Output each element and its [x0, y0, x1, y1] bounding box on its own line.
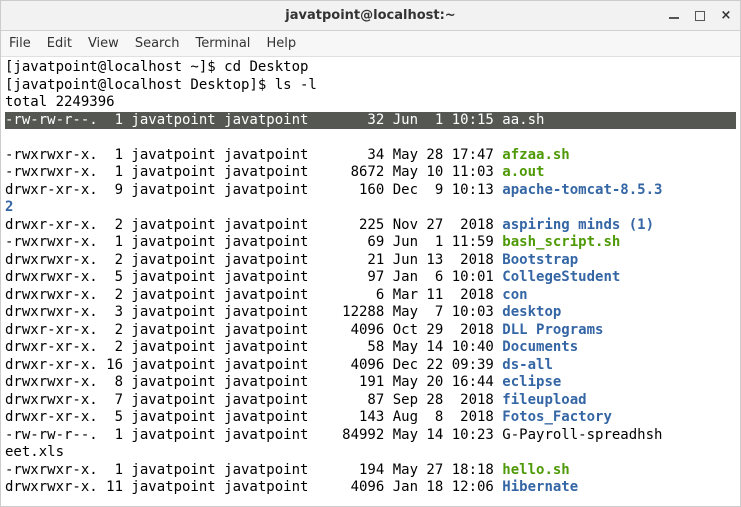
ls-row: drwxrwxr-x. 5 javatpoint javatpoint 97 J… [5, 269, 620, 285]
prompt-line: [javatpoint@localhost Desktop]$ ls -l [5, 77, 317, 93]
ls-row: -rwxrwxr-x. 1 javatpoint javatpoint 194 … [5, 462, 570, 478]
ls-row: drwxr-xr-x. 16 javatpoint javatpoint 409… [5, 357, 553, 373]
ls-row-highlighted: -rw-rw-r--. 1 javatpoint javatpoint 32 J… [5, 112, 736, 130]
ls-row: drwxr-xr-x. 2 javatpoint javatpoint 58 M… [5, 339, 578, 355]
total-line: total 2249396 [5, 94, 115, 110]
menu-view[interactable]: View [88, 36, 119, 51]
ls-row-wrap: eet.xls [5, 444, 64, 460]
window-controls: × [666, 1, 734, 30]
ls-row: drwxrwxr-x. 3 javatpoint javatpoint 1228… [5, 304, 561, 320]
ls-row: drwxrwxr-x. 7 javatpoint javatpoint 87 S… [5, 392, 587, 408]
ls-row: drwxrwxr-x. 2 javatpoint javatpoint 6 Ma… [5, 287, 528, 303]
menubar: File Edit View Search Terminal Help [1, 31, 740, 57]
menu-edit[interactable]: Edit [47, 36, 72, 51]
terminal-output[interactable]: [javatpoint@localhost ~]$ cd Desktop [ja… [1, 57, 740, 506]
menu-file[interactable]: File [9, 36, 31, 51]
minimize-button[interactable] [666, 8, 682, 24]
ls-row: drwxrwxr-x. 2 javatpoint javatpoint 21 J… [5, 252, 578, 268]
menu-terminal[interactable]: Terminal [195, 36, 250, 51]
ls-row: drwxr-xr-x. 5 javatpoint javatpoint 143 … [5, 409, 612, 425]
window-title: javatpoint@localhost:~ [285, 8, 455, 23]
ls-row: drwxr-xr-x. 9 javatpoint javatpoint 160 … [5, 182, 662, 198]
ls-row: -rw-rw-r--. 1 javatpoint javatpoint 8499… [5, 427, 662, 443]
ls-row: -rwxrwxr-x. 1 javatpoint javatpoint 8672… [5, 164, 544, 180]
ls-row: drwxr-xr-x. 2 javatpoint javatpoint 225 … [5, 217, 654, 233]
ls-row: -rwxrwxr-x. 1 javatpoint javatpoint 34 M… [5, 147, 570, 163]
ls-row-wrap: 2 [5, 199, 13, 215]
ls-row: -rwxrwxr-x. 1 javatpoint javatpoint 69 J… [5, 234, 620, 250]
menu-help[interactable]: Help [266, 36, 296, 51]
titlebar: javatpoint@localhost:~ × [1, 1, 740, 31]
prompt-line: [javatpoint@localhost ~]$ cd Desktop [5, 59, 308, 75]
maximize-button[interactable] [692, 8, 708, 24]
close-button[interactable]: × [718, 8, 734, 24]
ls-row: drwxr-xr-x. 2 javatpoint javatpoint 4096… [5, 322, 603, 338]
menu-search[interactable]: Search [135, 36, 180, 51]
ls-row: drwxrwxr-x. 11 javatpoint javatpoint 409… [5, 479, 578, 495]
ls-row: drwxrwxr-x. 8 javatpoint javatpoint 191 … [5, 374, 561, 390]
